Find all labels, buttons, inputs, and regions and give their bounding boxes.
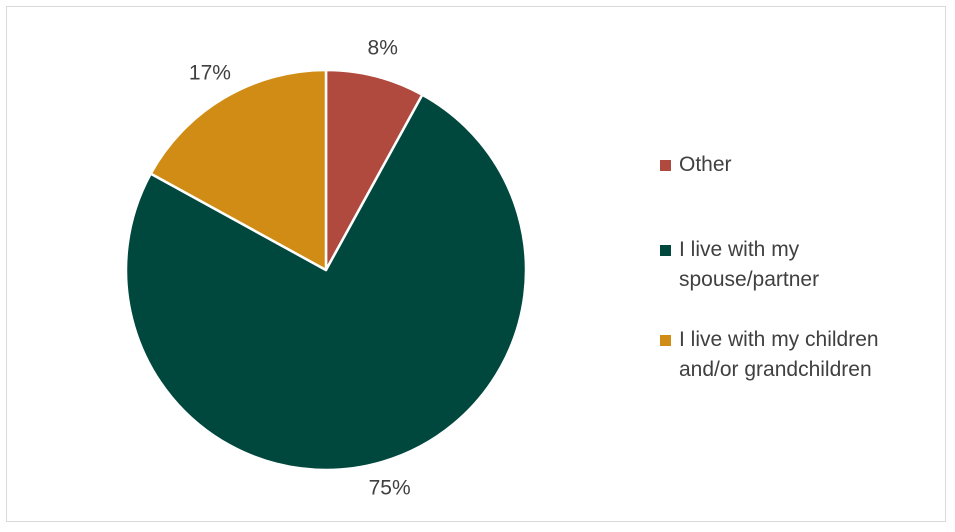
legend-swatch-children [660,335,671,346]
data-label-3: 17% [189,61,231,84]
legend-label-children: I live with my children and/or grandchil… [679,325,949,385]
pie-slices [124,68,528,472]
data-labels: 8% 75% 17% [189,37,411,500]
legend-label-other: Other [679,150,949,180]
legend-label-line: I live with my [679,238,800,261]
pie-slice-i-live-with-my-spouse-partner [124,93,528,472]
legend-label-line: and/or grandchildren [679,358,872,381]
data-label-2: 75% [369,476,411,499]
legend-item-spouse-partner: I live with my spouse/partner [660,235,949,295]
legend-swatch-spouse-partner [660,245,671,256]
pie-slice-other [324,68,424,272]
data-label-1: 8% [368,37,398,60]
pie-slice-i-live-with-my-children-and-or-grandchildren [149,68,328,272]
legend-item-children: I live with my children and/or grandchil… [660,325,949,385]
legend-label-line: I live with my children [679,328,879,351]
legend-label-line: spouse/partner [679,268,820,291]
legend-label-spouse-partner: I live with my spouse/partner [679,235,949,295]
legend-item-other: Other [660,150,949,180]
legend-label-line: Other [679,153,732,176]
legend-swatch-other [660,160,671,171]
